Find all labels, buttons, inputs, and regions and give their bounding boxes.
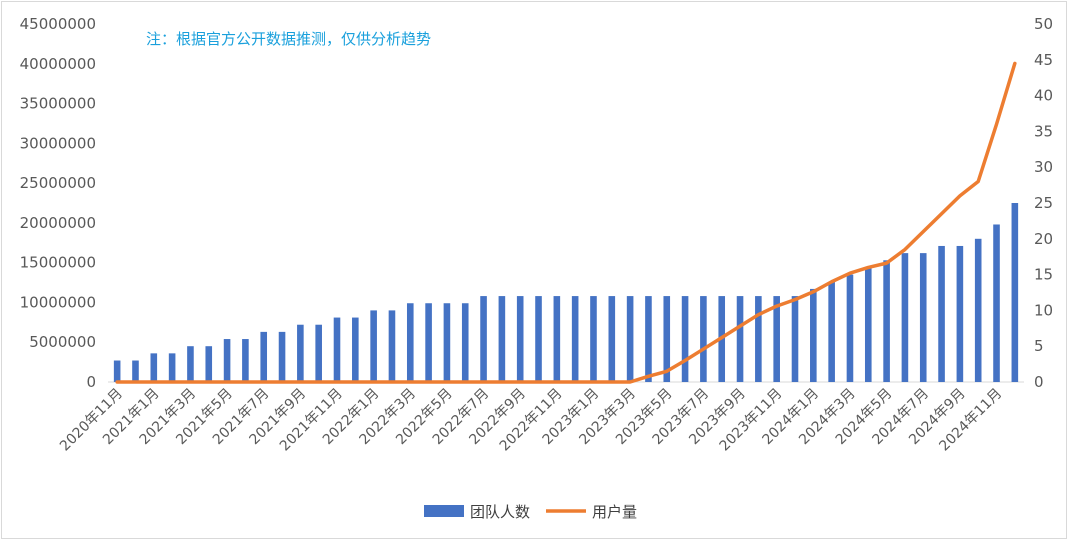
bar <box>736 296 744 382</box>
bar <box>150 353 158 382</box>
right-axis-tick-label: 15 <box>1034 266 1053 284</box>
right-axis-ticks: 0 5 10 15 20 25 30 35 40 45 50 <box>1034 15 1053 391</box>
legend: 团队人数 用户量 <box>424 503 637 521</box>
bar <box>901 253 909 382</box>
bar <box>791 296 799 382</box>
bar <box>242 339 249 382</box>
bar <box>864 267 872 382</box>
user-count-line <box>115 61 1017 384</box>
x-axis-ticks: 2020年11月2021年1月2021年3月2021年5月2021年7月2021… <box>57 386 1005 455</box>
bar <box>187 346 194 382</box>
bar <box>828 281 835 382</box>
left-axis-tick-label: 15000000 <box>20 254 96 272</box>
left-axis-tick-label: 35000000 <box>20 95 96 113</box>
bar <box>571 296 579 382</box>
left-axis-tick-label: 0 <box>86 373 96 391</box>
right-axis-tick-label: 10 <box>1034 301 1053 319</box>
right-axis-tick-label: 5 <box>1034 337 1044 355</box>
legend-label-team-size: 团队人数 <box>470 503 530 521</box>
bar <box>406 303 414 382</box>
right-axis-tick-label: 20 <box>1034 230 1053 248</box>
left-axis-ticks: 0 5000000 10000000 15000000 20000000 25000000… <box>20 15 96 391</box>
bar <box>938 245 945 382</box>
bar <box>846 274 854 382</box>
right-axis-tick-label: 50 <box>1034 15 1053 33</box>
bar <box>278 331 286 382</box>
bar <box>498 296 506 382</box>
left-axis-tick-label: 25000000 <box>20 174 96 192</box>
bar <box>297 324 304 382</box>
legend-label-user-count: 用户量 <box>592 503 637 521</box>
bar <box>370 310 377 382</box>
bar <box>260 331 268 382</box>
bar <box>810 288 817 382</box>
bar-series-team-size <box>113 203 1019 382</box>
bar <box>388 310 396 382</box>
bar <box>223 339 231 382</box>
bar <box>516 296 524 382</box>
bar <box>352 317 359 382</box>
right-axis-tick-label: 45 <box>1034 51 1053 69</box>
bar <box>443 303 451 382</box>
bar <box>755 296 762 382</box>
bar <box>663 296 671 382</box>
bar <box>480 296 487 382</box>
right-axis-tick-label: 25 <box>1034 194 1053 212</box>
line-series-user-count <box>115 61 1017 384</box>
bar <box>919 253 927 382</box>
bar <box>553 296 561 382</box>
left-axis-tick-label: 30000000 <box>20 134 96 152</box>
bar <box>113 360 121 382</box>
bar <box>590 296 597 382</box>
bar <box>700 296 707 382</box>
chart-note: 注：根据官方公开数据推测，仅供分析趋势 <box>146 30 431 48</box>
bar <box>974 238 982 382</box>
right-axis-tick-label: 30 <box>1034 158 1053 176</box>
bar <box>883 260 890 382</box>
bar <box>645 296 652 382</box>
bar <box>205 346 213 382</box>
bar <box>333 317 341 382</box>
bar <box>425 303 432 382</box>
left-axis-tick-label: 20000000 <box>20 214 96 232</box>
right-axis-tick-label: 35 <box>1034 122 1053 140</box>
bar <box>461 303 469 382</box>
left-axis-tick-label: 5000000 <box>29 333 96 351</box>
bar <box>132 360 139 382</box>
bar <box>168 353 176 382</box>
bar <box>773 296 780 382</box>
bar <box>315 324 322 382</box>
bar <box>681 296 689 382</box>
bar <box>626 296 634 382</box>
bar <box>956 245 964 382</box>
right-axis-tick-label: 40 <box>1034 87 1053 105</box>
left-axis-tick-label: 45000000 <box>20 15 96 33</box>
bar <box>993 224 1000 382</box>
left-axis-tick-label: 40000000 <box>20 55 96 73</box>
bar <box>608 296 616 382</box>
left-axis-tick-label: 10000000 <box>20 293 96 311</box>
legend-swatch-team-size <box>424 505 464 517</box>
bar <box>1011 203 1019 382</box>
bar <box>535 296 542 382</box>
right-axis-tick-label: 0 <box>1034 373 1044 391</box>
